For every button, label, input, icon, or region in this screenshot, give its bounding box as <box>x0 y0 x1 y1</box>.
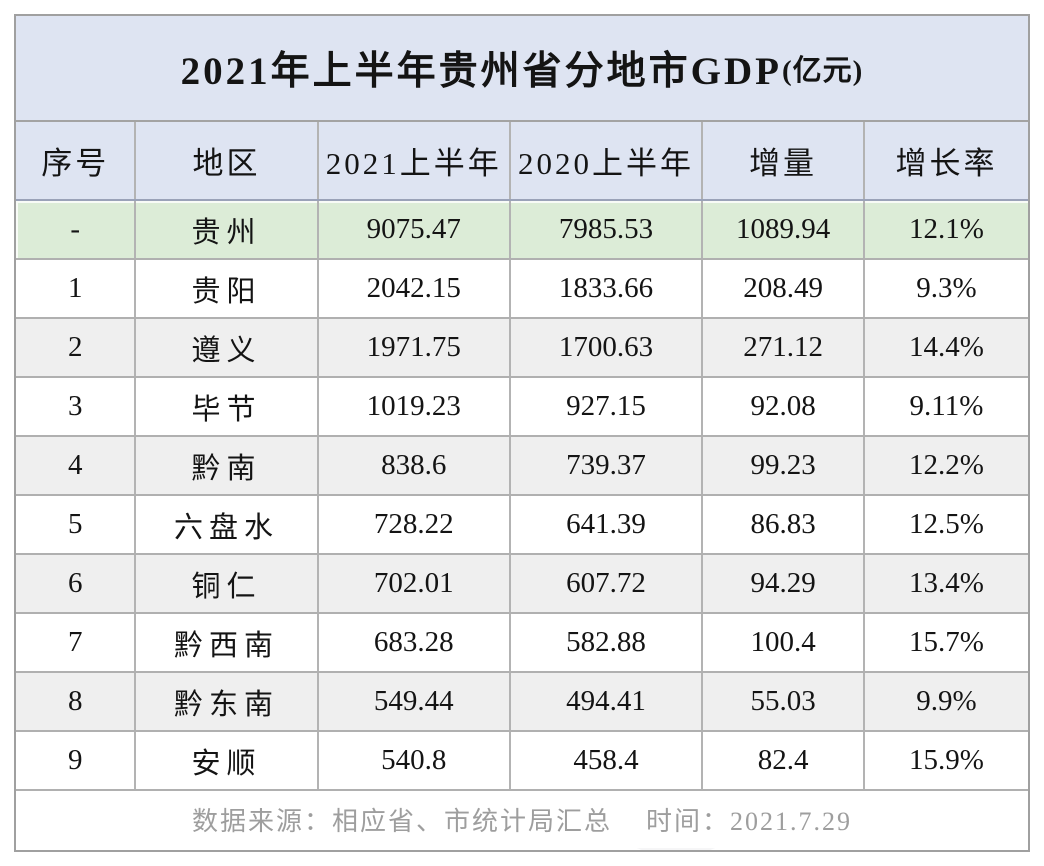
table-row-qiannan: 4 黔南 838.6 739.37 99.23 12.2% <box>16 437 1028 496</box>
cell-region: 毕节 <box>136 378 319 435</box>
column-header-growth: 增长率 <box>895 146 998 181</box>
cell-growth: 15.9% <box>909 744 984 776</box>
table-header-row: 序号 地区 2021上半年 2020上半年 增量 增长率 <box>16 122 1028 201</box>
cell-region: 黔南 <box>136 437 319 494</box>
cell-gdp2020: 7985.53 <box>511 201 704 258</box>
table-row-guizhou: - 贵州 9075.47 7985.53 1089.94 12.1% <box>16 201 1028 260</box>
data-source-label: 数据来源：相应省、市统计局汇总 <box>191 807 612 836</box>
column-header-gdp2021: 2021上半年 <box>319 122 511 199</box>
cell-gdp2021: 728.22 <box>319 496 511 553</box>
cell-gdp2020: 458.4 <box>511 732 704 789</box>
table-row-anshun: 9 安顺 540.8 458.4 82.4 15.9% <box>16 732 1028 791</box>
cell-increase: 99.23 <box>703 437 866 494</box>
table-row-zunyi: 2 遵义 1971.75 1700.63 271.12 14.4% <box>16 319 1028 378</box>
table-footer: 数据来源：相应省、市统计局汇总 时间：2021.7.29 <box>16 791 1028 848</box>
cell-index: 9 <box>16 732 137 789</box>
cell-growth: 9.9% <box>916 685 977 717</box>
table-row-liupanshui: 5 六盘水 728.22 641.39 86.83 12.5% <box>16 496 1028 555</box>
cell-increase: 94.29 <box>703 555 866 612</box>
cell-growth: 12.2% <box>909 449 984 481</box>
cell-region: 黔西南 <box>136 614 319 671</box>
cell-growth: 14.4% <box>909 331 984 363</box>
cell-gdp2020: 494.41 <box>511 673 704 730</box>
cell-gdp2020: 739.37 <box>511 437 704 494</box>
table-row-qiandongnan: 8 黔东南 549.44 494.41 55.03 9.9% <box>16 673 1028 732</box>
column-header-increase: 增量 <box>703 122 866 199</box>
cell-index: 1 <box>16 260 137 317</box>
cell-index: 5 <box>16 496 137 553</box>
page-title-unit: (亿元) <box>782 55 864 87</box>
cell-index: 3 <box>16 378 137 435</box>
cell-index: 6 <box>16 555 137 612</box>
cell-region: 六盘水 <box>136 496 319 553</box>
cell-region: 安顺 <box>136 732 319 789</box>
cell-region: 黔东南 <box>136 673 319 730</box>
cell-gdp2021: 1971.75 <box>319 319 511 376</box>
cell-gdp2020: 641.39 <box>511 496 704 553</box>
cell-growth: 9.3% <box>916 272 977 304</box>
cell-increase: 208.49 <box>703 260 866 317</box>
cell-gdp2021: 702.01 <box>319 555 511 612</box>
table-row-bijie: 3 毕节 1019.23 927.15 92.08 9.11% <box>16 378 1028 437</box>
cell-increase: 82.4 <box>703 732 866 789</box>
cell-increase: 271.12 <box>703 319 866 376</box>
cell-index: 2 <box>16 319 137 376</box>
cell-growth: 12.5% <box>909 508 984 540</box>
cell-growth: 13.4% <box>909 567 984 599</box>
cell-increase: 100.4 <box>703 614 866 671</box>
cell-gdp2020: 582.88 <box>511 614 704 671</box>
cell-increase: 55.03 <box>703 673 866 730</box>
cell-index: 7 <box>16 614 137 671</box>
timestamp-label: 时间：2021.7.29 <box>646 807 853 836</box>
cell-growth: 12.1% <box>909 213 984 245</box>
page-title: 2021年上半年贵州省分地市GDP <box>180 50 782 93</box>
table-row-tongren: 6 铜仁 702.01 607.72 94.29 13.4% <box>16 555 1028 614</box>
column-header-index: 序号 <box>16 122 137 199</box>
cell-gdp2021: 9075.47 <box>319 201 511 258</box>
table-row-qianxinan: 7 黔西南 683.28 582.88 100.4 15.7% <box>16 614 1028 673</box>
cell-index: - <box>16 201 137 258</box>
cell-gdp2021: 540.8 <box>319 732 511 789</box>
cell-gdp2021: 838.6 <box>319 437 511 494</box>
cell-index: 4 <box>16 437 137 494</box>
cell-gdp2020: 1700.63 <box>511 319 704 376</box>
cell-increase: 92.08 <box>703 378 866 435</box>
column-header-region: 地区 <box>136 122 319 199</box>
cell-region: 遵义 <box>136 319 319 376</box>
cell-growth: 9.11% <box>909 390 984 422</box>
cell-region: 贵州 <box>136 201 319 258</box>
cell-gdp2021: 683.28 <box>319 614 511 671</box>
table-title-bar: 2021年上半年贵州省分地市GDP (亿元) <box>16 16 1028 122</box>
cell-increase: 86.83 <box>703 496 866 553</box>
cell-gdp2020: 607.72 <box>511 555 704 612</box>
cell-gdp2021: 2042.15 <box>319 260 511 317</box>
cell-gdp2021: 549.44 <box>319 673 511 730</box>
cell-increase: 1089.94 <box>703 201 866 258</box>
cell-region: 铜仁 <box>136 555 319 612</box>
cell-index: 8 <box>16 673 137 730</box>
cell-region: 贵阳 <box>136 260 319 317</box>
cell-gdp2020: 1833.66 <box>511 260 704 317</box>
cell-growth: 15.7% <box>909 626 984 658</box>
table-row-guiyang: 1 贵阳 2042.15 1833.66 208.49 9.3% <box>16 260 1028 319</box>
gdp-table-card: 2021年上半年贵州省分地市GDP (亿元) 序号 地区 2021上半年 2020… <box>14 14 1030 852</box>
column-header-gdp2020: 2020上半年 <box>511 122 704 199</box>
cell-gdp2020: 927.15 <box>511 378 704 435</box>
cell-gdp2021: 1019.23 <box>319 378 511 435</box>
